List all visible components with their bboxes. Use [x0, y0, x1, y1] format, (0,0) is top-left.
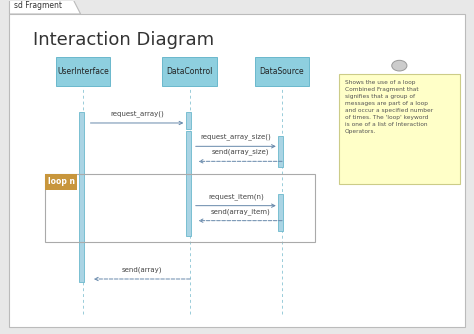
- Polygon shape: [9, 0, 81, 14]
- Circle shape: [392, 60, 407, 71]
- FancyBboxPatch shape: [79, 112, 84, 282]
- FancyBboxPatch shape: [162, 57, 217, 86]
- FancyBboxPatch shape: [9, 14, 465, 327]
- Text: send(array): send(array): [122, 267, 162, 273]
- Text: request_array(): request_array(): [110, 110, 164, 117]
- FancyBboxPatch shape: [278, 194, 283, 231]
- Text: UserInterface: UserInterface: [57, 67, 109, 76]
- Text: request_item(n): request_item(n): [208, 193, 264, 200]
- FancyBboxPatch shape: [185, 131, 191, 236]
- FancyBboxPatch shape: [45, 174, 77, 190]
- Text: send(array_item): send(array_item): [210, 208, 270, 215]
- FancyBboxPatch shape: [339, 74, 460, 184]
- FancyBboxPatch shape: [56, 57, 110, 86]
- Text: DataControl: DataControl: [166, 67, 213, 76]
- Text: Interaction Diagram: Interaction Diagram: [33, 31, 214, 49]
- Text: send(array_size): send(array_size): [211, 149, 269, 155]
- FancyBboxPatch shape: [185, 112, 191, 129]
- FancyBboxPatch shape: [255, 57, 309, 86]
- Text: DataSource: DataSource: [260, 67, 304, 76]
- Text: Shows the use of a loop
Combined Fragment that
signifies that a group of
message: Shows the use of a loop Combined Fragmen…: [345, 80, 433, 134]
- FancyBboxPatch shape: [278, 136, 283, 167]
- Text: loop n: loop n: [48, 177, 74, 186]
- Text: request_array_size(): request_array_size(): [201, 134, 271, 140]
- Text: sd Fragment: sd Fragment: [14, 1, 62, 10]
